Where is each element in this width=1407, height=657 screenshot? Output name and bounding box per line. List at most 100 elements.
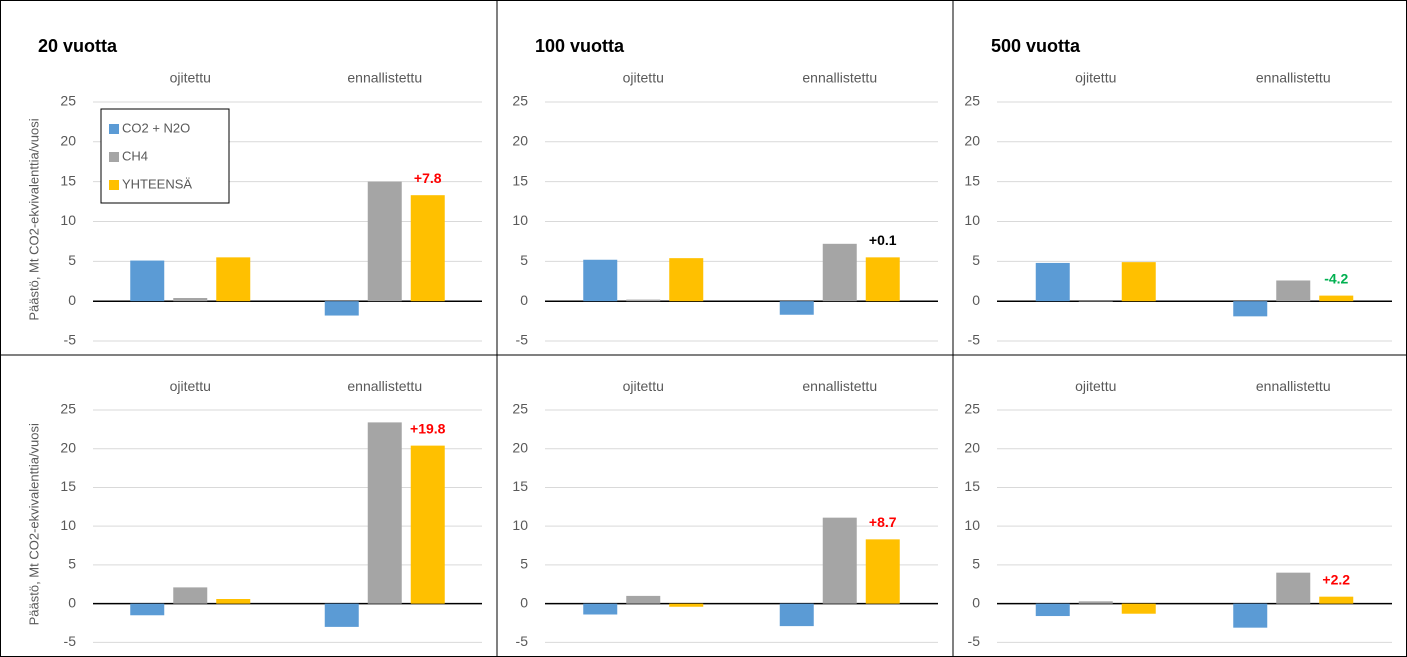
y-axis-label: Päästö, Mt CO2-ekvivalenttia/vuosi <box>26 423 41 625</box>
y-tick-label: 5 <box>520 252 528 268</box>
y-tick-label: 20 <box>60 132 76 148</box>
y-tick-label: -5 <box>64 633 77 649</box>
category-label: ennallistettu <box>1256 70 1331 86</box>
y-tick-label: 10 <box>512 212 528 228</box>
bar <box>216 599 251 604</box>
legend-label: CO2 + N2O <box>122 120 190 135</box>
bar <box>173 587 208 604</box>
category-label: ennallistettu <box>802 70 877 86</box>
bar <box>865 257 900 302</box>
bar <box>1035 262 1070 302</box>
bar <box>822 243 857 302</box>
category-label: ojitettu <box>1075 378 1116 394</box>
legend-label: YHTEENSÄ <box>122 176 192 191</box>
bar <box>1078 601 1113 604</box>
y-tick-label: 5 <box>520 556 528 572</box>
bar <box>1276 572 1311 604</box>
bar <box>1276 280 1311 302</box>
panel-title: 100 vuotta <box>535 36 625 56</box>
y-tick-label: 15 <box>964 172 980 188</box>
y-tick-label: 15 <box>60 172 76 188</box>
category-label: ojitettu <box>623 70 664 86</box>
y-tick-label: 20 <box>964 132 980 148</box>
y-tick-label: 10 <box>964 212 980 228</box>
y-tick-label: 20 <box>512 132 528 148</box>
y-tick-label: 15 <box>512 478 528 494</box>
panel-title: 20 vuotta <box>38 36 118 56</box>
y-axis-label: Päästö, Mt CO2-ekvivalenttia/vuosi <box>26 118 41 320</box>
y-tick-label: 15 <box>60 478 76 494</box>
bar <box>865 539 900 604</box>
y-tick-label: 25 <box>60 401 76 417</box>
bar <box>779 603 814 627</box>
bar <box>367 181 402 302</box>
bar <box>583 259 618 302</box>
y-tick-label: -5 <box>64 332 77 348</box>
bar <box>626 299 661 302</box>
y-tick-label: 10 <box>512 517 528 533</box>
y-tick-label: 20 <box>964 439 980 455</box>
difference-label: +2.2 <box>1322 571 1350 587</box>
y-tick-label: 25 <box>964 401 980 417</box>
bar <box>822 517 857 604</box>
y-tick-label: 25 <box>512 401 528 417</box>
y-tick-label: 0 <box>68 594 76 610</box>
y-tick-label: 5 <box>68 556 76 572</box>
y-tick-label: 5 <box>972 252 980 268</box>
bar <box>324 603 359 627</box>
y-tick-label: 15 <box>964 478 980 494</box>
y-tick-label: 0 <box>68 292 76 308</box>
y-tick-label: 0 <box>972 292 980 308</box>
bar <box>626 595 661 604</box>
category-label: ojitettu <box>1075 70 1116 86</box>
category-label: ennallistettu <box>347 70 422 86</box>
y-tick-label: -5 <box>968 332 981 348</box>
difference-label: +0.1 <box>869 232 897 248</box>
bar <box>1319 295 1354 302</box>
bar <box>779 301 814 315</box>
y-tick-label: 25 <box>964 93 980 109</box>
category-label: ojitettu <box>170 70 211 86</box>
y-tick-label: 25 <box>512 93 528 109</box>
bar <box>1233 603 1268 628</box>
y-tick-label: 25 <box>60 93 76 109</box>
bar <box>367 422 402 604</box>
legend-swatch <box>109 152 119 162</box>
category-label: ennallistettu <box>347 378 422 394</box>
y-tick-label: 10 <box>60 212 76 228</box>
bar <box>1233 301 1268 317</box>
bar <box>216 257 251 302</box>
y-tick-label: 0 <box>520 594 528 610</box>
panel-title: 500 vuotta <box>991 36 1081 56</box>
bar <box>130 603 165 616</box>
y-tick-label: 15 <box>512 172 528 188</box>
bar <box>324 301 359 316</box>
y-tick-label: -5 <box>516 633 529 649</box>
y-tick-label: 5 <box>972 556 980 572</box>
legend-label: CH4 <box>122 148 148 163</box>
category-label: ojitettu <box>623 378 664 394</box>
difference-label: +8.7 <box>869 514 897 530</box>
bar <box>410 195 445 302</box>
difference-label: +7.8 <box>414 170 442 186</box>
bar <box>669 258 704 302</box>
legend-box <box>100 108 230 204</box>
bar <box>130 260 165 302</box>
bar <box>583 603 618 615</box>
bar <box>410 445 445 604</box>
y-tick-label: -5 <box>516 332 529 348</box>
y-tick-label: 0 <box>972 594 980 610</box>
bar <box>1121 603 1156 614</box>
bar <box>1035 603 1070 617</box>
category-label: ennallistettu <box>1256 378 1331 394</box>
difference-label: -4.2 <box>1324 270 1348 286</box>
bar <box>669 603 704 607</box>
bar <box>1319 596 1354 604</box>
bar <box>1121 262 1156 302</box>
bar <box>173 298 208 302</box>
difference-label: +19.8 <box>410 420 446 436</box>
y-tick-label: 20 <box>60 439 76 455</box>
y-tick-label: 10 <box>964 517 980 533</box>
